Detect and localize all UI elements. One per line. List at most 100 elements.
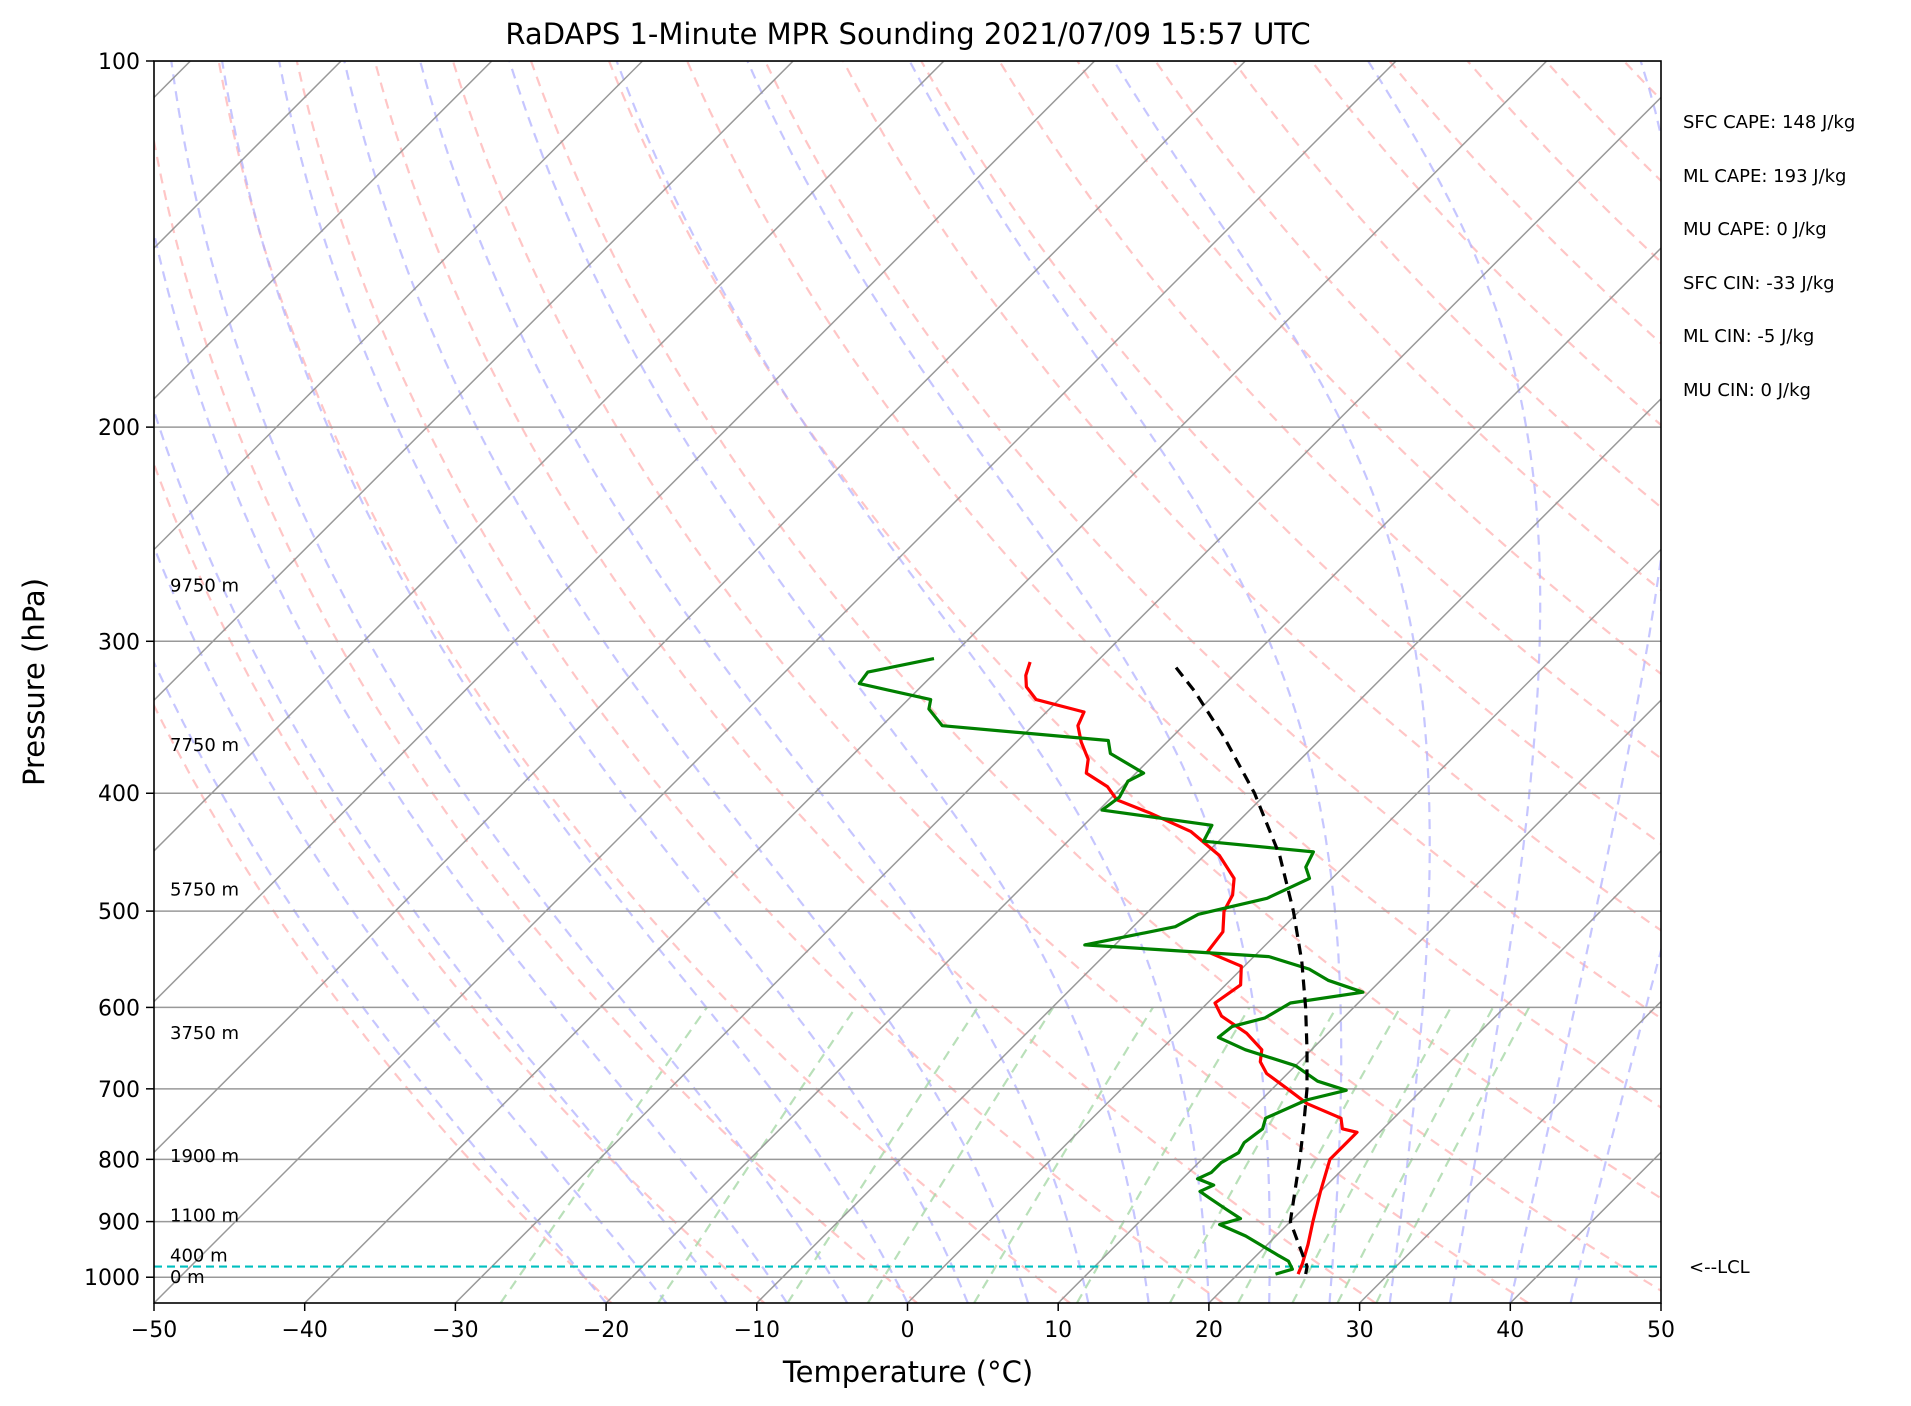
isotherm bbox=[1208, 849, 1661, 1303]
y-tick-label: 900 bbox=[98, 1211, 140, 1236]
moist-adiabat bbox=[170, 61, 849, 1303]
moist-adiabat bbox=[154, 544, 668, 1303]
mixing-ratio-line bbox=[657, 1006, 857, 1303]
moist-adiabat bbox=[154, 228, 788, 1303]
y-tick-label: 700 bbox=[98, 1078, 140, 1103]
temperature-line bbox=[1024, 661, 1359, 1275]
moist-adiabat bbox=[615, 61, 1210, 1303]
y-tick-label: 100 bbox=[98, 50, 140, 75]
parcel-line bbox=[1174, 666, 1309, 1275]
grid bbox=[154, 61, 1661, 1303]
isotherm bbox=[756, 397, 1661, 1303]
dry-adiabat bbox=[217, 61, 1071, 1303]
isotherm bbox=[605, 247, 1661, 1303]
isotherm bbox=[154, 61, 644, 551]
y-tick-label: 300 bbox=[98, 630, 140, 655]
isotherm bbox=[154, 61, 1246, 1154]
y-axis-label: Pressure (hPa) bbox=[17, 578, 51, 786]
dry-adiabat bbox=[154, 460, 766, 1303]
param-mu-cin: MU CIN: 0 J/kg bbox=[1683, 380, 1811, 401]
height-label: 5750 m bbox=[170, 880, 239, 901]
x-axis: −50 −40 −30 −20 −10 0 10 20 30 40 50 bbox=[131, 1303, 1675, 1343]
dry-adiabat bbox=[295, 61, 1224, 1303]
profile-lines bbox=[857, 657, 1365, 1276]
mixing-ratio-line bbox=[786, 1006, 979, 1303]
isotherm bbox=[1359, 1000, 1661, 1303]
param-sfc-cape: SFC CAPE: 148 J/kg bbox=[1683, 112, 1855, 133]
y-tick-label: 800 bbox=[98, 1148, 140, 1173]
moist-adiabat bbox=[746, 61, 1271, 1303]
moist-adiabat bbox=[221, 61, 909, 1303]
dry-adiabat bbox=[451, 61, 1529, 1303]
x-axis-label: Temperature (°C) bbox=[782, 1355, 1033, 1389]
moist-adiabat bbox=[154, 407, 728, 1303]
mixing-ratio-line bbox=[499, 1006, 708, 1303]
dry-adiabat bbox=[1076, 61, 1661, 676]
param-sfc-cin: SFC CIN: -33 J/kg bbox=[1683, 273, 1835, 294]
mixing-ratio-line bbox=[973, 1006, 1154, 1303]
height-label: 0 m bbox=[170, 1267, 205, 1288]
moist-adiabat bbox=[419, 61, 1090, 1303]
y-tick-label: 1000 bbox=[84, 1266, 140, 1291]
dry-adiabat bbox=[529, 61, 1661, 1292]
x-tick-label: −30 bbox=[432, 1318, 478, 1343]
isotherm bbox=[454, 96, 1661, 1303]
moist-adiabat bbox=[1569, 946, 1661, 1303]
height-label: 1100 m bbox=[170, 1206, 239, 1227]
height-label: 9750 m bbox=[170, 576, 239, 597]
isotherm bbox=[154, 61, 493, 400]
dry-adiabat bbox=[764, 61, 1661, 1020]
y-axis: 100 200 300 400 500 600 700 800 900 1000 bbox=[84, 50, 154, 1291]
moist-adiabat bbox=[154, 659, 607, 1303]
dry-adiabat bbox=[842, 61, 1661, 932]
dry-adiabat bbox=[154, 703, 613, 1303]
moist-adiabat bbox=[343, 61, 1030, 1303]
mixing-ratio-line bbox=[1237, 1006, 1402, 1303]
moist-adiabat bbox=[908, 61, 1343, 1303]
x-tick-label: 10 bbox=[1044, 1318, 1072, 1343]
dry-adiabat bbox=[373, 61, 1377, 1303]
lcl-label: <--LCL bbox=[1689, 1257, 1750, 1278]
dry-adiabat bbox=[1154, 61, 1661, 592]
dry-adiabat bbox=[607, 61, 1661, 1200]
height-label: 3750 m bbox=[170, 1023, 239, 1044]
chart-title: RaDAPS 1-Minute MPR Sounding 2021/07/09 … bbox=[505, 17, 1310, 51]
dry-adiabat bbox=[154, 135, 918, 1303]
mixing-ratio-line bbox=[866, 1006, 1055, 1303]
x-tick-label: −10 bbox=[734, 1318, 780, 1343]
mixing-ratio-line bbox=[1291, 1006, 1452, 1303]
x-tick-label: −20 bbox=[583, 1318, 629, 1343]
height-label: 1900 m bbox=[170, 1146, 239, 1167]
x-tick-label: 50 bbox=[1647, 1318, 1675, 1343]
dry-adiabat bbox=[998, 61, 1661, 760]
mixing-ratio-line bbox=[1336, 1006, 1494, 1303]
dry-adiabat bbox=[920, 61, 1661, 846]
y-tick-label: 600 bbox=[98, 996, 140, 1021]
height-label: 400 m bbox=[170, 1246, 228, 1267]
param-ml-cape: ML CAPE: 193 J/kg bbox=[1683, 166, 1846, 187]
dry-adiabat bbox=[686, 61, 1661, 1109]
isotherm bbox=[154, 61, 1096, 1003]
isotherm bbox=[1057, 699, 1661, 1303]
y-tick-label: 200 bbox=[98, 416, 140, 441]
mixing-ratio-line bbox=[1375, 1006, 1531, 1303]
dewpoint-line bbox=[857, 657, 1365, 1276]
x-tick-label: 30 bbox=[1346, 1318, 1374, 1343]
moist-adiabat bbox=[508, 61, 1150, 1303]
x-tick-label: 40 bbox=[1496, 1318, 1524, 1343]
mixing-ratio-line bbox=[1168, 1006, 1338, 1303]
height-label: 7750 m bbox=[170, 735, 239, 756]
x-tick-label: 20 bbox=[1195, 1318, 1223, 1343]
isotherm bbox=[154, 61, 945, 852]
parameter-list: SFC CAPE: 148 J/kg ML CAPE: 193 J/kg MU … bbox=[1683, 112, 1855, 401]
moist-adiabat bbox=[1112, 61, 1431, 1303]
y-tick-label: 400 bbox=[98, 782, 140, 807]
isotherm bbox=[154, 61, 1397, 1303]
x-tick-label: −40 bbox=[281, 1318, 327, 1343]
isotherm bbox=[304, 61, 1548, 1303]
param-mu-cape: MU CAPE: 0 J/kg bbox=[1683, 219, 1827, 240]
isotherm bbox=[906, 548, 1661, 1303]
moist-adiabat bbox=[1367, 61, 1542, 1303]
